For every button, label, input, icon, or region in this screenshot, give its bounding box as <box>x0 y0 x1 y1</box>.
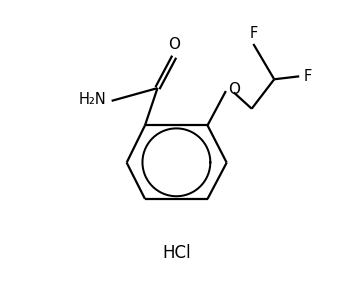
Text: HCl: HCl <box>163 244 191 262</box>
Text: F: F <box>250 25 258 40</box>
Text: H₂N: H₂N <box>79 92 106 107</box>
Text: O: O <box>168 38 180 53</box>
Text: O: O <box>228 82 240 97</box>
Text: F: F <box>304 69 312 84</box>
